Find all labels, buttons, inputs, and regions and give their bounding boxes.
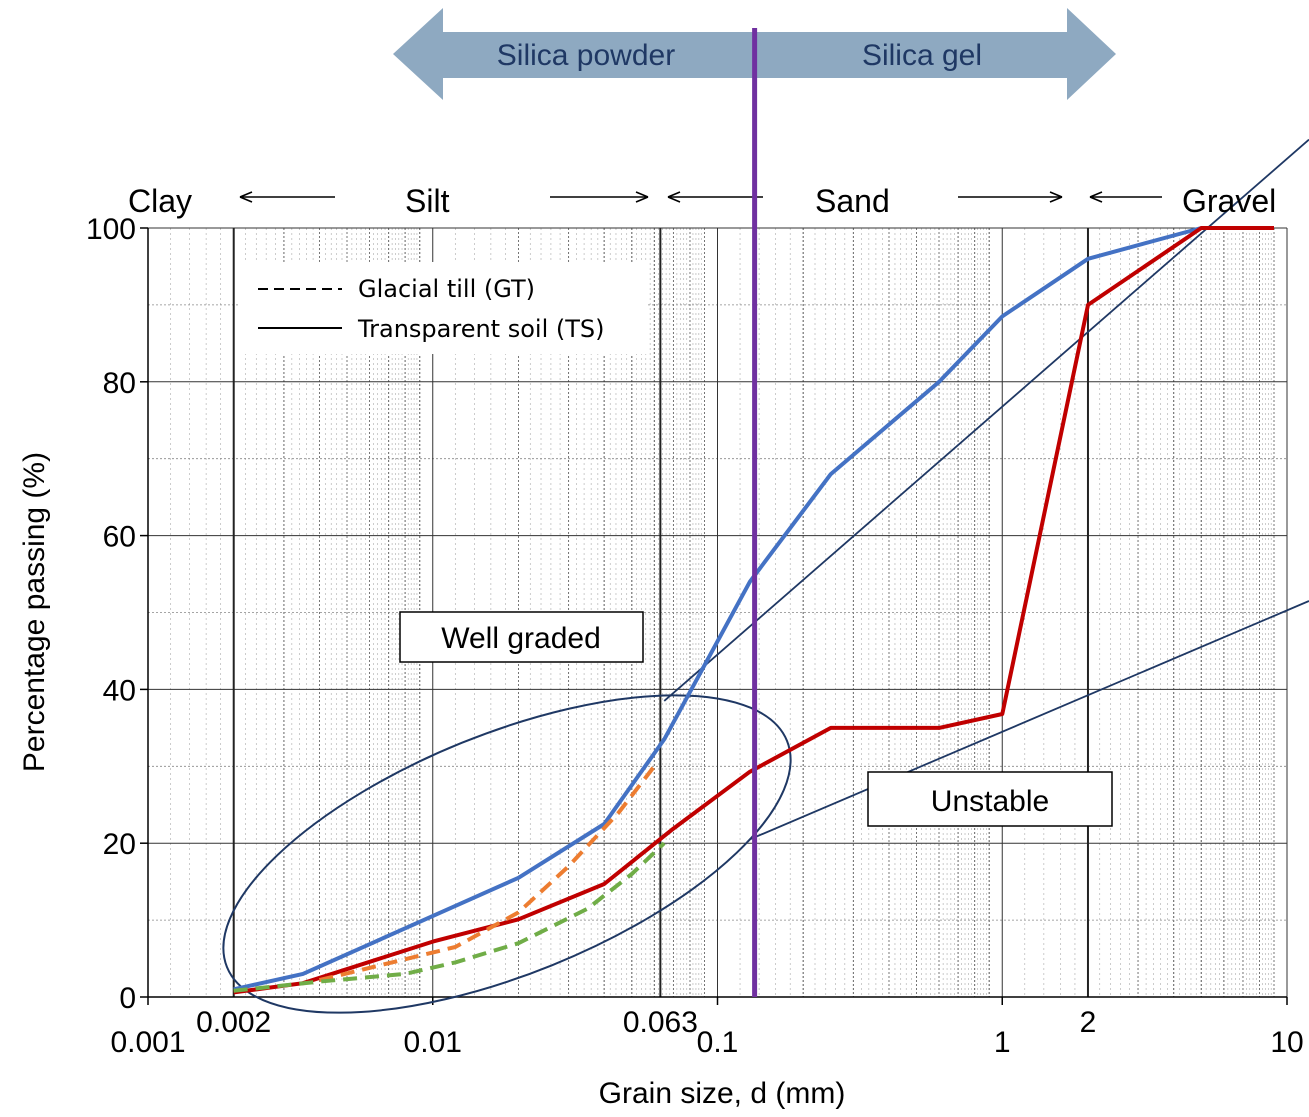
unstable-label: Unstable <box>931 785 1049 818</box>
class-arrow-head <box>1049 191 1063 203</box>
well-graded-fit-line <box>663 138 1309 702</box>
x-tick-label: 0.1 <box>697 1026 739 1059</box>
x-axis-title: Grain size, d (mm) <box>599 1077 846 1110</box>
x-tick-label: 10 <box>1270 1026 1303 1059</box>
y-tick-label: 100 <box>86 213 136 246</box>
plot-frame <box>140 227 1288 1005</box>
well-graded-box: Well graded <box>399 611 644 663</box>
sand-label: Sand <box>815 183 890 219</box>
x-extra-tick-label: 0.063 <box>623 1006 698 1039</box>
soil-classes: Clay Silt Sand Gravel <box>128 183 1276 219</box>
y-tick-label: 0 <box>119 982 136 1015</box>
y-tick-label: 20 <box>103 828 136 861</box>
legend: Glacial till (GT) Transparent soil (TS) <box>238 262 648 354</box>
y-tick-label: 40 <box>103 674 136 707</box>
series-line-2 <box>318 765 656 983</box>
series-line-0 <box>233 226 1202 992</box>
legend-label-ts: Transparent soil (TS) <box>357 315 605 343</box>
unstable-frame <box>867 771 1113 827</box>
legend-box <box>238 262 648 354</box>
class-arrow-head <box>239 191 253 203</box>
well-graded-frame <box>399 611 644 663</box>
unstable-fit-line <box>749 600 1309 841</box>
class-arrow-head <box>635 191 649 203</box>
x-extra-tick-label: 2 <box>1080 1006 1097 1039</box>
x-tick-label: 0.001 <box>110 1026 185 1059</box>
well-graded-label: Well graded <box>441 622 601 655</box>
x-tick-label: 0.01 <box>404 1026 462 1059</box>
unstable-box: Unstable <box>867 771 1113 827</box>
class-arrows <box>239 191 1162 203</box>
legend-label-gt: Glacial till (GT) <box>358 275 535 303</box>
y-tick-label: 60 <box>103 521 136 554</box>
tick-labels: 0 20 40 60 80 100 0.001 0.01 0.1 1 10 0.002 0.063 2 <box>86 213 1304 1059</box>
fit-lines <box>222 138 1309 1014</box>
y-tick-label: 80 <box>103 367 136 400</box>
silica-powder-label: Silica powder <box>497 39 675 72</box>
clay-label: Clay <box>128 183 192 219</box>
gravel-label: Gravel <box>1182 183 1276 219</box>
x-extra-tick-label: 0.002 <box>196 1006 271 1039</box>
y-axis-title: Percentage passing (%) <box>18 452 51 772</box>
x-tick-label: 1 <box>994 1026 1011 1059</box>
silica-gel-label: Silica gel <box>862 39 982 72</box>
class-arrow-head <box>667 191 681 203</box>
class-arrow-head <box>1089 191 1103 203</box>
series-group <box>233 226 1274 995</box>
silt-label: Silt <box>405 183 450 219</box>
series-line-1 <box>233 226 1274 995</box>
series-line-3 <box>233 841 666 993</box>
highlight-ellipse <box>222 694 792 1014</box>
